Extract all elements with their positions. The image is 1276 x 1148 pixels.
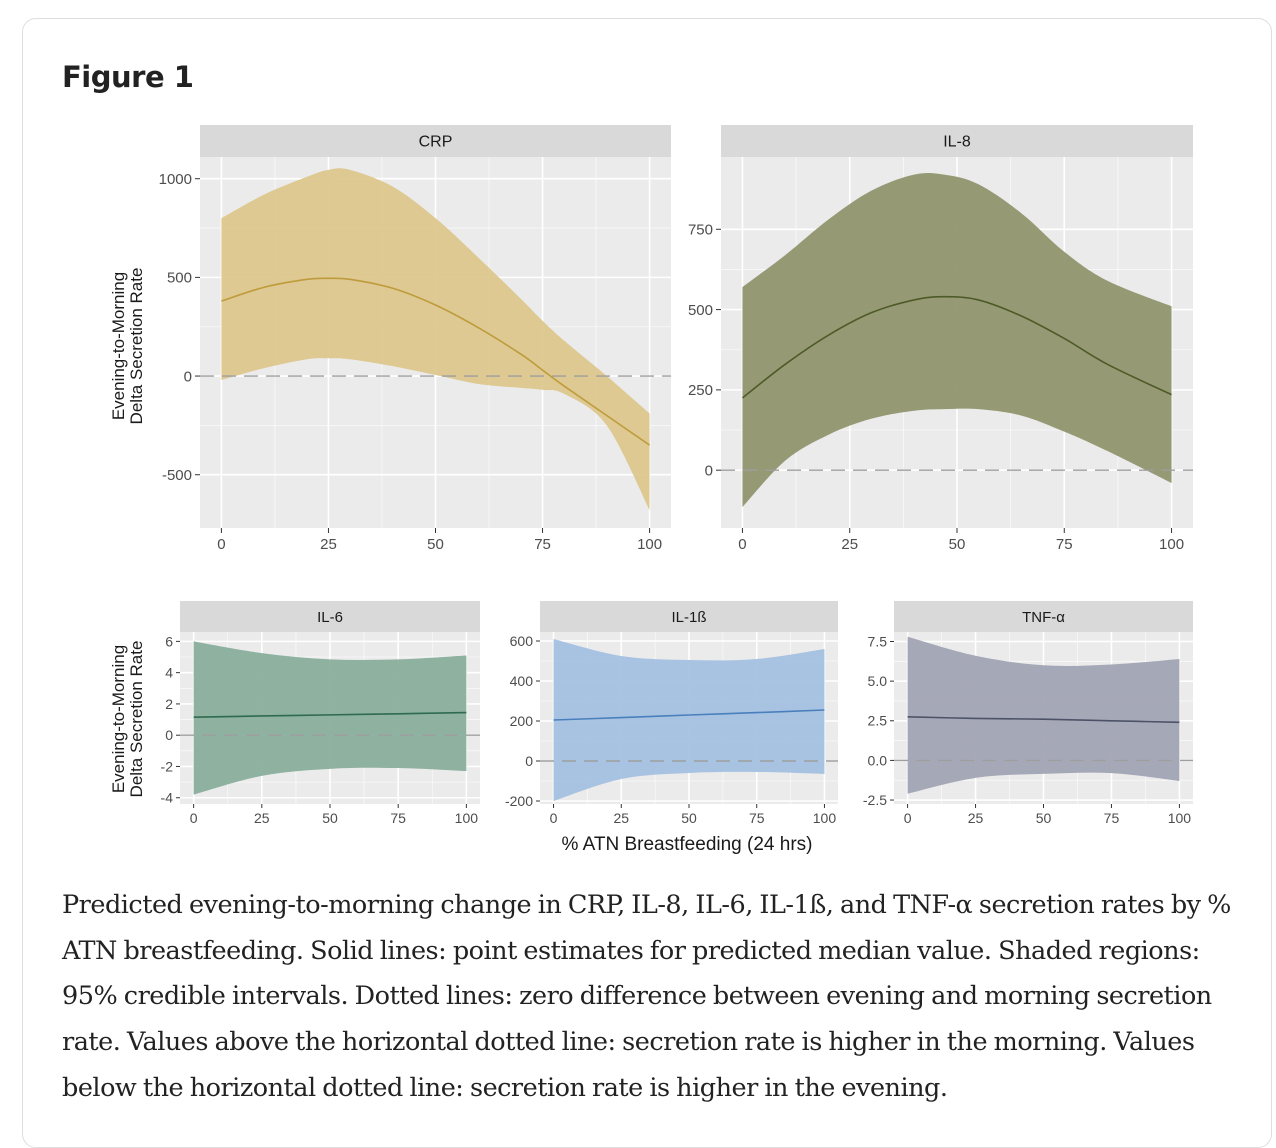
strip-il-1 — [540, 601, 838, 632]
y-axis-title-top-line1: Evening-to-Morning — [109, 272, 128, 420]
strip-tnf — [894, 601, 1193, 632]
strip-label-il-6: IL-6 — [317, 609, 343, 626]
x-tick-label: 50 — [949, 536, 966, 553]
y-axis-title-bottom-line1: Evening-to-Morning — [109, 645, 128, 793]
y-tick-label: 0 — [184, 368, 192, 385]
x-tick-label: 25 — [320, 536, 337, 553]
y-tick-label: 0 — [705, 462, 713, 479]
credible-interval-band — [742, 173, 1172, 508]
x-axis-title: % ATN Breastfeeding (24 hrs) — [562, 834, 813, 855]
median-line — [553, 709, 825, 721]
y-axis-title-bottom-line2: Delta Secretion Rate — [127, 641, 146, 798]
x-tick-label: 0 — [550, 810, 558, 826]
y-tick-label: 750 — [688, 222, 713, 239]
y-tick-label: 5.0 — [868, 673, 888, 689]
x-tick-label: 100 — [813, 810, 837, 826]
strip-il-6 — [180, 601, 480, 632]
panel-tnf: TNF-α 0 25 50 75 100 -2.5 0.0 2.5 5.0 7.5 — [863, 601, 1193, 826]
strip-label-il-1: IL-1ß — [671, 609, 706, 626]
strip-label-tnf: TNF-α — [1022, 609, 1065, 626]
strip-label-crp: CRP — [419, 134, 453, 151]
y-tick-label: -200 — [505, 793, 533, 809]
panel-il-1: IL-1ß 0 25 50 75 100 -200 0 200 400 600 — [505, 601, 838, 826]
y-tick-label: 4 — [165, 665, 173, 681]
x-tick-label: 100 — [455, 810, 479, 826]
median-line — [907, 716, 1180, 724]
y-tick-label: 500 — [688, 302, 713, 319]
panel-crp: CRP 0 25 50 75 100 -500 0 500 1000 — [159, 125, 671, 553]
x-tick-label: 100 — [1159, 536, 1184, 553]
x-tick-label: 75 — [1056, 536, 1073, 553]
x-tick-label: 100 — [637, 536, 662, 553]
x-tick-label: 50 — [322, 810, 338, 826]
y-tick-label: -2.5 — [863, 792, 887, 808]
x-tick-label: 25 — [968, 810, 984, 826]
y-tick-label: 400 — [510, 673, 534, 689]
x-tick-label: 50 — [427, 536, 444, 553]
median-line — [193, 711, 467, 719]
y-tick-label: 1000 — [159, 171, 192, 188]
panel-il-6: IL-6 0 25 50 75 100 -4 -2 0 2 4 6 — [161, 601, 480, 826]
y-tick-label: 0 — [525, 753, 533, 769]
y-tick-label: -4 — [161, 790, 174, 806]
x-tick-label: 25 — [254, 810, 270, 826]
credible-interval-band — [907, 636, 1180, 794]
y-tick-label: 2 — [165, 696, 173, 712]
x-tick-label: 50 — [1036, 810, 1052, 826]
y-tick-label: 500 — [167, 270, 192, 287]
credible-interval-band — [221, 168, 650, 511]
y-tick-label: 0.0 — [868, 752, 888, 768]
y-tick-label: 2.5 — [868, 713, 888, 729]
figure-caption: Predicted evening-to-morning change in C… — [62, 890, 1231, 1103]
figure-title: Figure 1 — [62, 60, 194, 94]
y-axis-title-top-line2: Delta Secretion Rate — [127, 268, 146, 425]
credible-interval-band — [553, 639, 825, 801]
x-tick-label: 75 — [390, 810, 406, 826]
y-tick-label: 200 — [510, 713, 534, 729]
x-tick-label: 75 — [534, 536, 551, 553]
strip-crp — [200, 125, 671, 157]
x-tick-label: 75 — [1104, 810, 1120, 826]
median-line — [741, 295, 1172, 399]
y-tick-label: -2 — [161, 758, 174, 774]
y-tick-label: 7.5 — [868, 633, 888, 649]
y-tick-label: 6 — [165, 633, 173, 649]
strip-il-8 — [721, 125, 1193, 157]
x-tick-label: 0 — [904, 810, 912, 826]
x-tick-label: 100 — [1168, 810, 1192, 826]
y-tick-label: 600 — [510, 633, 534, 649]
median-line — [221, 277, 651, 446]
x-tick-label: 75 — [749, 810, 765, 826]
figure-panels: Evening-to-Morning Delta Secretion Rate … — [109, 125, 1193, 855]
panel-il-8: IL-8 0 25 50 75 100 0 250 500 750 — [688, 125, 1193, 553]
y-tick-label: 0 — [165, 727, 173, 743]
x-tick-label: 25 — [613, 810, 629, 826]
y-tick-label: -500 — [162, 467, 192, 484]
strip-label-il-8: IL-8 — [943, 134, 971, 151]
y-tick-label: 250 — [688, 382, 713, 399]
x-tick-label: 0 — [190, 810, 198, 826]
credible-interval-band — [193, 641, 467, 795]
x-tick-label: 0 — [738, 536, 746, 553]
x-tick-label: 0 — [217, 536, 225, 553]
x-tick-label: 25 — [841, 536, 858, 553]
x-tick-label: 50 — [681, 810, 697, 826]
